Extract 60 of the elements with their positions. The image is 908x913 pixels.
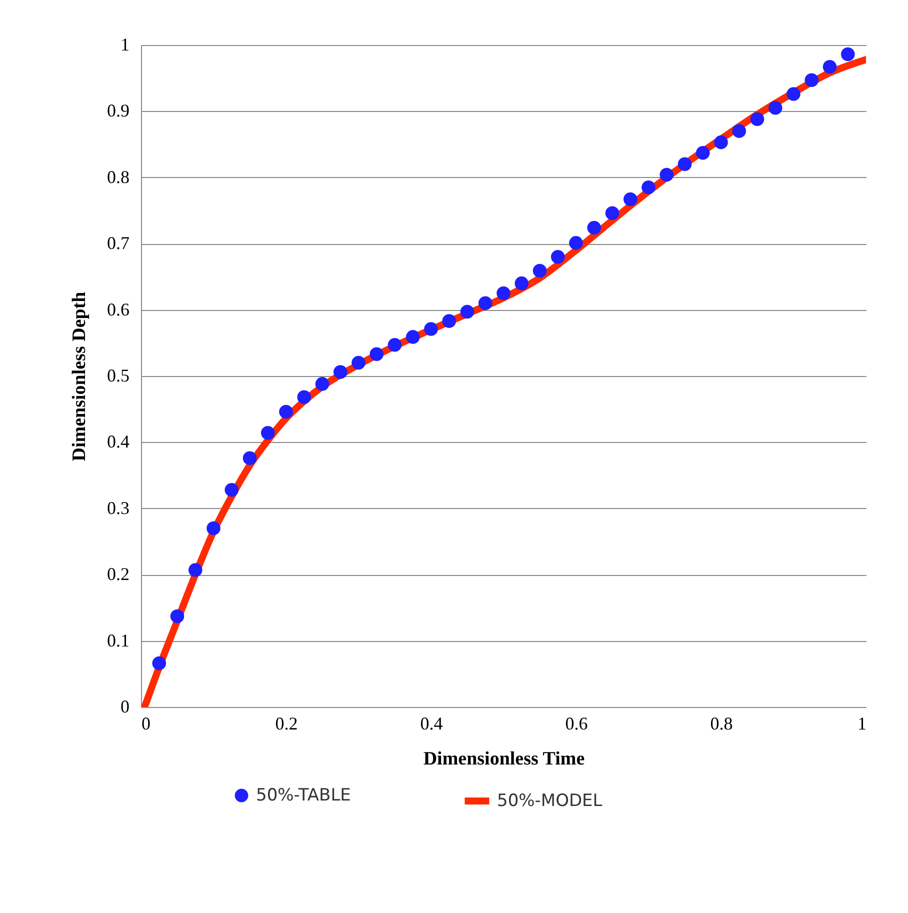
- point: [460, 304, 474, 319]
- y-tick-label: 0: [120, 696, 130, 716]
- point: [315, 377, 330, 391]
- y-tick-label: 0.2: [107, 564, 130, 584]
- point: [786, 87, 800, 101]
- point: [623, 192, 638, 206]
- y-tick-label: 0.3: [107, 498, 130, 518]
- point: [297, 390, 312, 404]
- point: [370, 347, 384, 362]
- y-tick-label: 0.8: [107, 166, 130, 187]
- point: [678, 157, 692, 172]
- x-tick-label: 0.8: [710, 714, 733, 734]
- point: [822, 60, 837, 74]
- x-tick-label: 0: [142, 714, 150, 734]
- y-tick-label: 0.9: [107, 100, 130, 121]
- point: [224, 482, 239, 497]
- point: [550, 250, 565, 264]
- y-tick-label: 0.7: [107, 233, 130, 254]
- x-tick-label: 0.2: [275, 714, 298, 734]
- point: [514, 276, 529, 290]
- x-axis-title: Dimensionless Time: [423, 748, 585, 770]
- x-tick-label: 0.4: [420, 714, 443, 734]
- point: [442, 314, 456, 328]
- point: [532, 264, 547, 278]
- point: [242, 451, 257, 465]
- x-tick-label: 1: [858, 714, 866, 734]
- point: [388, 338, 402, 352]
- y-tick-label: 0.1: [107, 630, 130, 650]
- point: [279, 404, 293, 419]
- point: [569, 236, 583, 250]
- point: [478, 296, 492, 310]
- y-axis-title: Dimensionless Depth: [69, 291, 90, 462]
- point: [642, 180, 656, 194]
- point: [406, 330, 420, 344]
- y-tick-label: 0.6: [107, 299, 130, 320]
- point: [660, 168, 674, 182]
- point: [840, 47, 855, 62]
- point: [750, 112, 764, 126]
- point: [424, 322, 438, 336]
- y-tick-label: 1: [120, 34, 130, 54]
- point: [260, 426, 275, 440]
- point: [333, 365, 348, 379]
- legend-label: 50%-MODEL: [497, 791, 603, 811]
- point: [732, 124, 746, 138]
- point: [152, 656, 166, 670]
- point: [696, 146, 710, 160]
- y-tick-label: 0.4: [107, 432, 130, 452]
- point: [768, 101, 782, 115]
- point: [804, 73, 819, 87]
- point: [714, 135, 728, 150]
- y-tick-label: 0.5: [107, 366, 130, 386]
- point: [496, 286, 510, 300]
- point: [587, 220, 602, 235]
- point: [188, 563, 202, 577]
- point: [170, 609, 184, 624]
- x-tick-label: 0.6: [565, 714, 588, 734]
- point: [206, 521, 220, 536]
- point: [605, 206, 620, 220]
- point: [352, 356, 366, 370]
- legend-label: 50%-TABLE: [256, 786, 351, 806]
